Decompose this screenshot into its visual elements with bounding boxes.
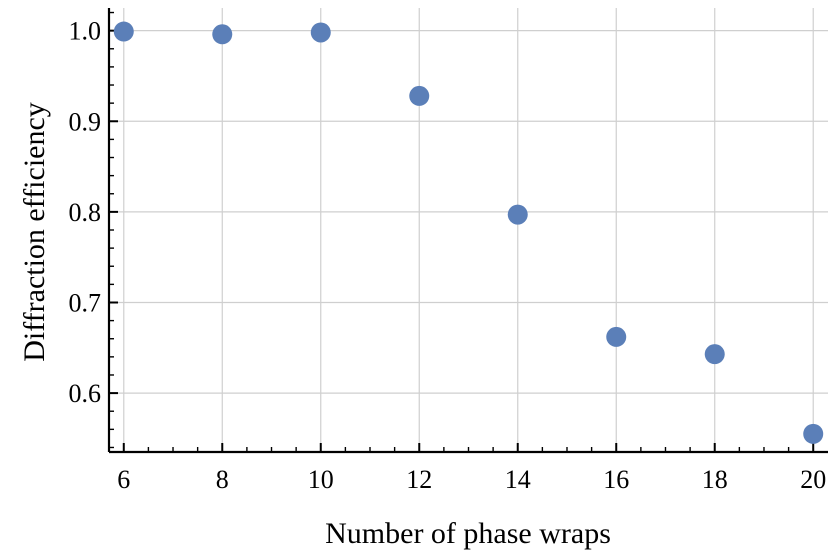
x-tick-label: 6 xyxy=(117,465,130,494)
x-tick-label: 12 xyxy=(406,465,432,494)
data-point xyxy=(409,85,430,106)
x-axis-title: Number of phase wraps xyxy=(325,517,611,550)
data-points xyxy=(113,21,824,444)
y-tick-label: 0.7 xyxy=(69,288,102,317)
data-point xyxy=(113,21,134,42)
x-tick-label: 14 xyxy=(505,465,531,494)
x-tick-label: 8 xyxy=(216,465,229,494)
data-point xyxy=(704,344,725,365)
x-tick-label: 18 xyxy=(702,465,728,494)
y-tick-label: 1.0 xyxy=(69,17,102,46)
axes xyxy=(107,8,828,454)
grid-lines xyxy=(109,8,828,452)
x-tick-label: 20 xyxy=(800,465,826,494)
y-tick-label: 0.9 xyxy=(69,107,102,136)
axis-ticks: 6 8 10 12 14 16 18 20 0.6 0.7 0.8 0.9 1.0 xyxy=(69,11,826,494)
data-point xyxy=(212,24,233,45)
x-tick-label: 10 xyxy=(308,465,334,494)
data-point xyxy=(606,326,627,347)
y-axis-title: Diffraction efficiency xyxy=(18,102,51,362)
y-tick-label: 0.8 xyxy=(69,198,102,227)
y-tick-label: 0.6 xyxy=(69,379,102,408)
x-tick-label: 16 xyxy=(603,465,629,494)
data-point xyxy=(803,423,824,444)
data-point xyxy=(310,22,331,43)
data-point xyxy=(507,204,528,225)
